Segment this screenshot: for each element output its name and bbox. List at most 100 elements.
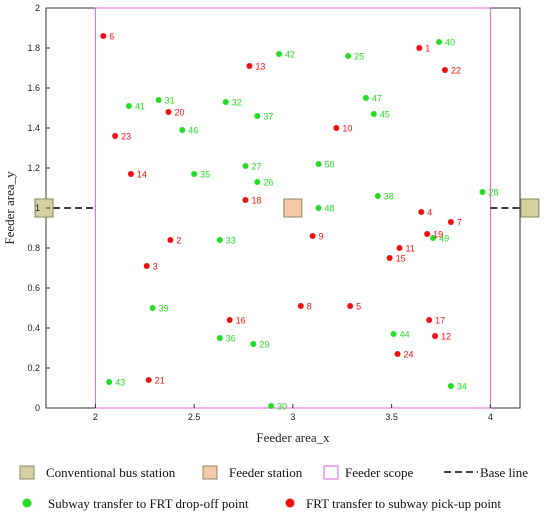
pickup-point-4 (418, 209, 425, 215)
pickup-point-label-14: 14 (137, 170, 147, 180)
pickup-point-label-8: 8 (307, 302, 312, 312)
dropoff-point-label-40: 40 (445, 38, 455, 48)
y-tick-label-2: 0.4 (27, 323, 40, 333)
dropoff-point-label-25: 25 (354, 52, 364, 62)
pickup-point-14 (127, 171, 134, 177)
legend-pickup-label: FRT transfer to subway pick-up point (306, 496, 501, 511)
legend: Conventional bus station Feeder station … (19, 465, 528, 511)
y-tick-label-0: 0 (35, 403, 40, 413)
dropoff-point-label-34: 34 (457, 382, 467, 392)
x-tick-label-3: 3.5 (385, 412, 398, 422)
dropoff-point-31 (155, 97, 162, 103)
y-tick-label-4: 0.8 (27, 243, 40, 253)
y-axis-title: Feeder area_y (2, 171, 17, 245)
plot-box (45, 7, 521, 409)
conventional-bus-station-1 (34, 198, 54, 218)
dropoff-point-48 (315, 205, 322, 211)
station-layer (34, 198, 540, 218)
legend-item-dropoff: Subway transfer to FRT drop-off point (22, 496, 249, 511)
dropoff-point-44 (390, 331, 397, 337)
dropoff-point-47 (362, 95, 369, 101)
pickup-point-label-21: 21 (155, 376, 165, 386)
dropoff-point-38 (374, 193, 381, 199)
dropoff-point-36 (216, 335, 223, 341)
dropoff-point-label-32: 32 (232, 98, 242, 108)
legend-item-bus-station: Conventional bus station (19, 465, 176, 480)
pickup-point-label-15: 15 (396, 254, 406, 264)
x-tick-label-4: 4 (488, 412, 493, 422)
pickup-point-10 (333, 125, 340, 131)
dropoff-point-41 (125, 103, 132, 109)
dropoff-point-label-48: 48 (325, 204, 335, 214)
dropoff-point-label-49: 49 (439, 234, 449, 244)
pickup-point-label-2: 2 (176, 236, 181, 246)
pickup-point-6 (100, 33, 107, 39)
dropoff-point-label-27: 27 (251, 162, 261, 172)
y-tick-label-9: 1.8 (27, 43, 40, 53)
pickup-point-label-24: 24 (404, 350, 414, 360)
y-axis-ticks: 0 0.2 0.4 0.6 0.8 1 1.2 1.4 1.6 1.8 2 (27, 3, 50, 413)
feeder-station (283, 198, 303, 218)
pickup-point-1 (416, 45, 423, 51)
pickup-point-22 (441, 67, 448, 73)
dropoff-point-label-42: 42 (285, 50, 295, 60)
dropoff-point-label-31: 31 (165, 96, 175, 106)
pickup-point-label-11: 11 (406, 244, 415, 254)
dropoff-point-40 (436, 39, 443, 45)
pickup-point-19 (424, 231, 431, 237)
pickup-point-3 (143, 263, 150, 269)
pickup-point-label-1: 1 (425, 44, 430, 54)
pickup-point-label-10: 10 (342, 124, 352, 134)
dropoff-point-label-35: 35 (200, 170, 210, 180)
pickup-point-8 (297, 303, 304, 309)
dropoff-point-label-47: 47 (372, 94, 382, 104)
pickup-point-label-17: 17 (435, 316, 445, 326)
pickup-point-label-6: 6 (109, 32, 114, 42)
legend-feeder-scope-label: Feeder scope (345, 465, 413, 480)
dropoff-point-50 (315, 161, 322, 167)
dropoff-point-label-26: 26 (263, 178, 273, 188)
pickup-point-label-18: 18 (251, 196, 261, 206)
dropoff-point-label-33: 33 (226, 236, 236, 246)
legend-feeder-station-label: Feeder station (229, 465, 303, 480)
legend-bus-station-swatch (19, 465, 35, 480)
legend-item-base-line: Base line (444, 465, 528, 480)
pickup-point-label-4: 4 (427, 208, 432, 218)
dropoff-point-label-30: 30 (277, 402, 287, 412)
pickup-point-13 (246, 63, 253, 69)
y-tick-label-7: 1.4 (27, 123, 40, 133)
legend-bus-station-label: Conventional bus station (46, 465, 176, 480)
legend-dropoff-label: Subway transfer to FRT drop-off point (48, 496, 249, 511)
x-axis-ticks: 2 2.5 3 3.5 4 (93, 404, 493, 422)
pickup-point-label-12: 12 (441, 332, 451, 342)
pickup-point-label-20: 20 (174, 108, 184, 118)
pickup-point-label-13: 13 (255, 62, 265, 72)
pickup-point-20 (165, 109, 172, 115)
dropoff-point-29 (250, 341, 257, 347)
dropoff-point-label-29: 29 (259, 340, 269, 350)
dropoff-point-42 (276, 51, 283, 57)
y-tick-label-1: 0.2 (27, 363, 40, 373)
pickup-point-5 (347, 303, 354, 309)
pickup-point-label-3: 3 (153, 262, 158, 272)
legend-base-line-label: Base line (480, 465, 528, 480)
pickup-point-11 (396, 245, 403, 251)
dropoff-point-label-43: 43 (115, 378, 125, 388)
x-tick-label-0: 2 (93, 412, 98, 422)
y-tick-label-6: 1.2 (27, 163, 40, 173)
dropoff-point-33 (216, 237, 223, 243)
dropoff-point-label-38: 38 (384, 192, 394, 202)
plot-frame (45, 7, 521, 409)
x-tick-label-1: 2.5 (188, 412, 201, 422)
legend-item-pickup: FRT transfer to subway pick-up point (285, 496, 501, 511)
y-tick-label-3: 0.6 (27, 283, 40, 293)
pickup-point-9 (309, 233, 316, 239)
dropoff-point-label-45: 45 (380, 110, 390, 120)
legend-item-feeder-station: Feeder station (202, 465, 303, 480)
pickup-point-15 (386, 255, 393, 261)
pickup-point-label-23: 23 (121, 132, 131, 142)
dropoff-point-label-46: 46 (188, 126, 198, 136)
pickup-point-12 (432, 333, 439, 339)
